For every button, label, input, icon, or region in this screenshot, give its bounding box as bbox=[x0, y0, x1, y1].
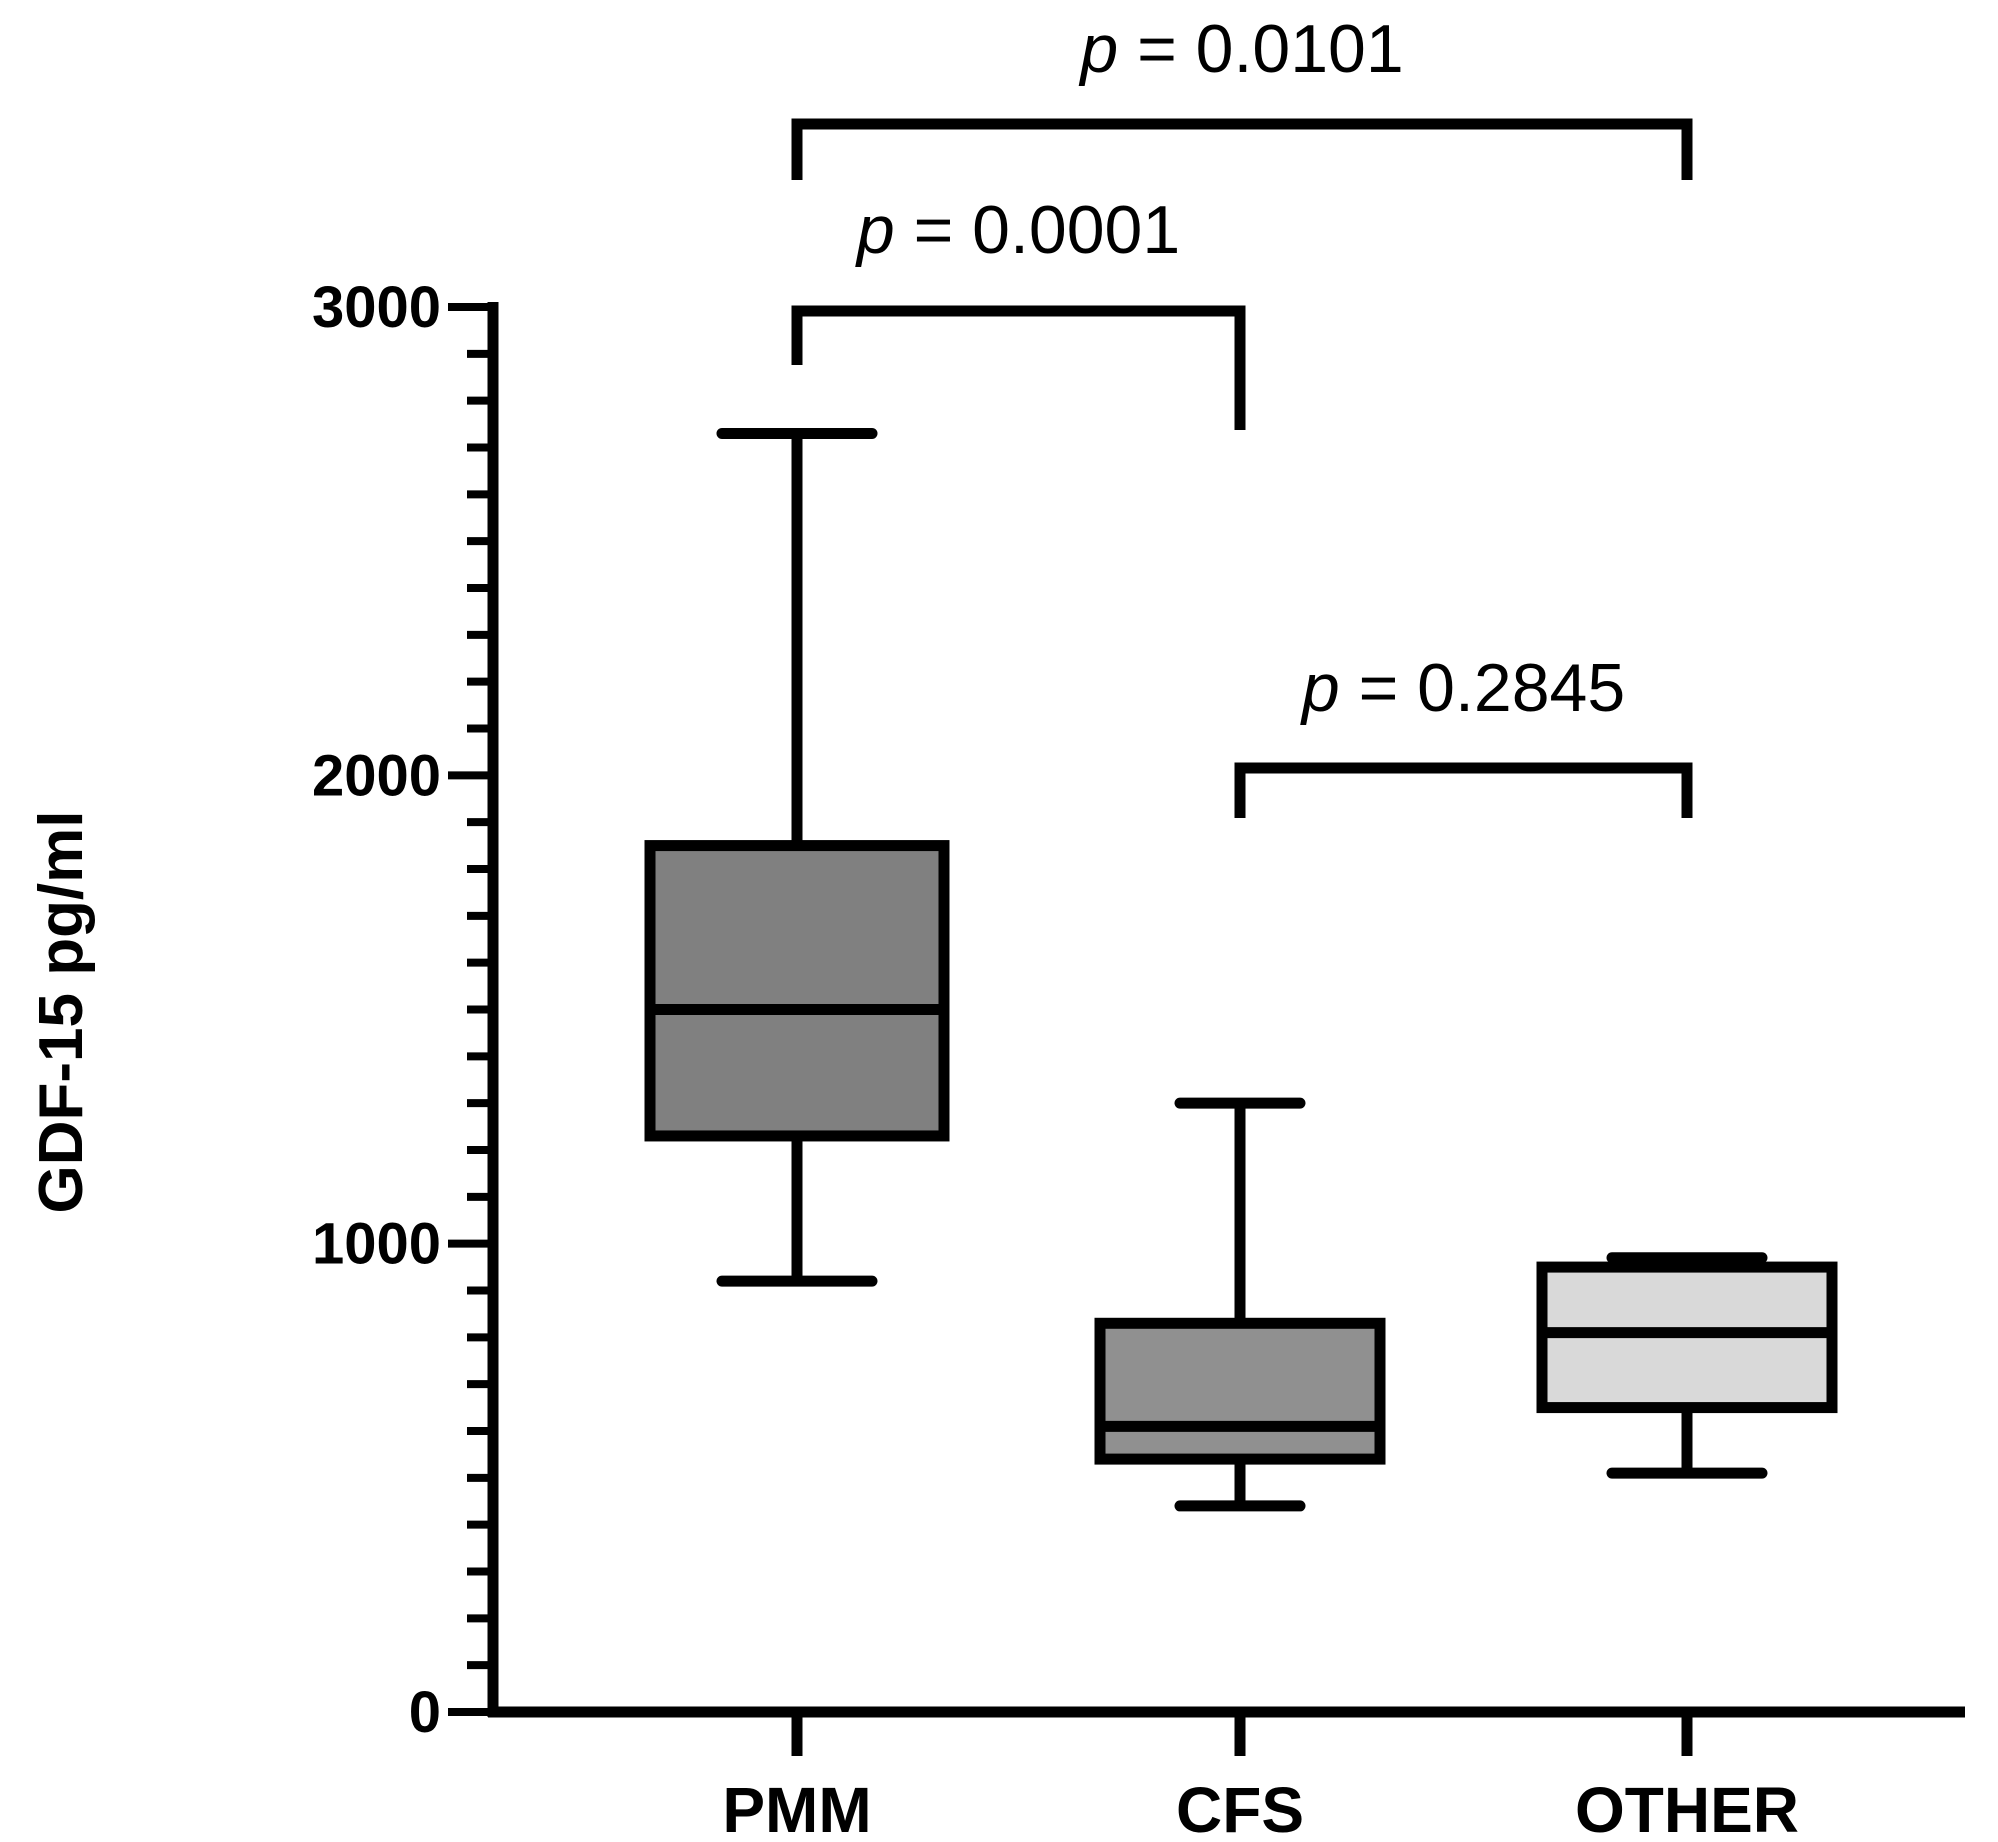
bracket-line bbox=[1234, 762, 1693, 818]
y-tick-label: 0 bbox=[409, 1680, 441, 1745]
y-tick-label: 1000 bbox=[312, 1212, 441, 1277]
y-tick-label: 3000 bbox=[312, 275, 441, 340]
boxes bbox=[644, 427, 1838, 1512]
bracket-pmm-other: p = 0.0101 bbox=[791, 11, 1693, 180]
y-tick-label: 2000 bbox=[312, 743, 441, 808]
box-other bbox=[1536, 1252, 1838, 1479]
x-tick-label-cfs: CFS bbox=[1176, 1774, 1304, 1842]
y-axis-label: GDF-15 pg/ml bbox=[27, 810, 96, 1213]
bracket-line bbox=[791, 118, 1693, 180]
x-tick-label-other: OTHER bbox=[1575, 1774, 1799, 1842]
bracket-cfs-other: p = 0.2845 bbox=[1234, 650, 1693, 818]
interquartile-box bbox=[1094, 1317, 1386, 1465]
p-value-label: p = 0.0101 bbox=[1078, 11, 1403, 87]
p-value-label: p = 0.0001 bbox=[855, 192, 1180, 268]
bracket-pmm-cfs: p = 0.0001 bbox=[791, 192, 1246, 430]
significance-brackets: p = 0.0101 p = 0.0001 p = 0.2845 bbox=[791, 11, 1693, 818]
box-cfs bbox=[1094, 1097, 1386, 1512]
p-value-label: p = 0.2845 bbox=[1300, 650, 1625, 726]
bracket-line bbox=[791, 305, 1246, 430]
box-pmm bbox=[644, 427, 950, 1287]
interquartile-box bbox=[644, 840, 950, 1142]
x-tick-label-pmm: PMM bbox=[722, 1774, 871, 1842]
axes: 0 1000 2000 3000 PMM CFS OTHER bbox=[312, 275, 1965, 1842]
